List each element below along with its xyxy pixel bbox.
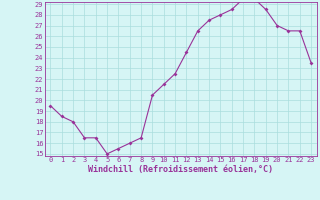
X-axis label: Windchill (Refroidissement éolien,°C): Windchill (Refroidissement éolien,°C)	[88, 165, 273, 174]
